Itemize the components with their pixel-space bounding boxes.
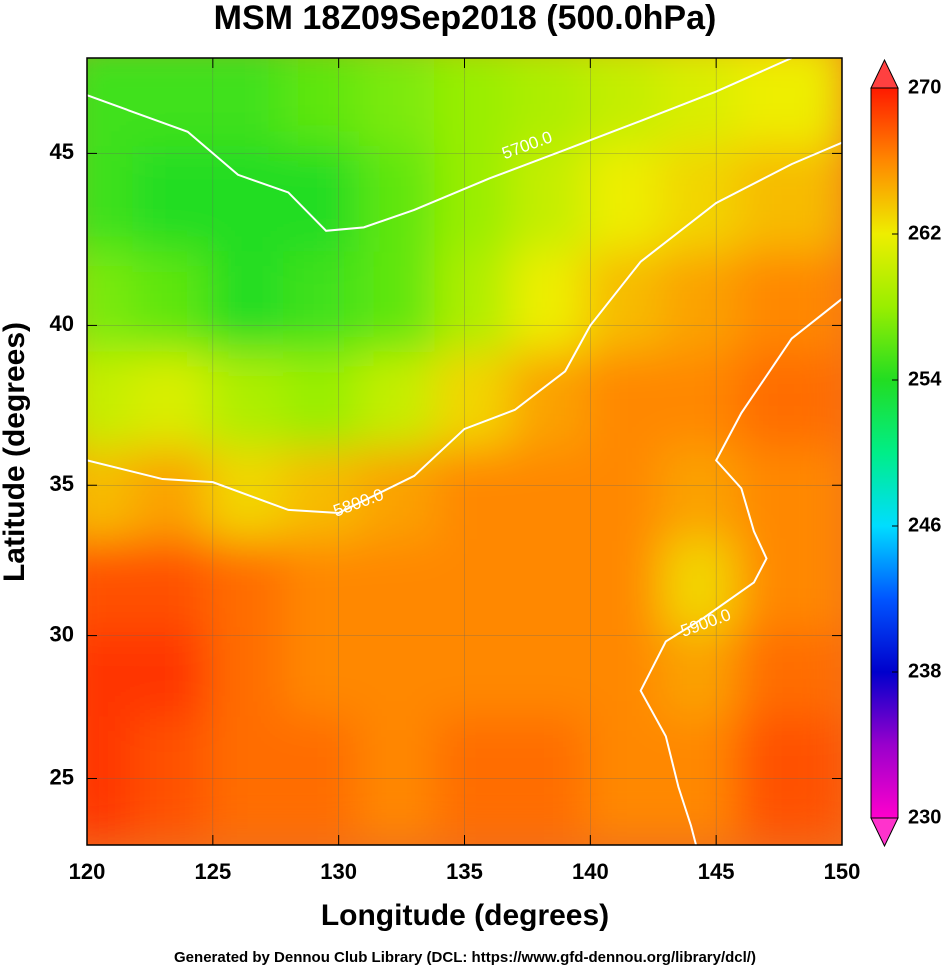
x-tick-label: 140 (572, 859, 609, 884)
x-tick-label: 150 (824, 859, 861, 884)
colorbar-tick-label: 230 (908, 806, 941, 828)
colorbar (870, 87, 899, 819)
y-tick-label: 40 (50, 311, 74, 336)
colorbar-tick-label: 238 (908, 660, 941, 682)
x-axis-label: Longitude (degrees) (321, 899, 609, 932)
y-axis-label: Latitude (degrees) (0, 322, 31, 582)
y-tick-label: 30 (50, 621, 74, 646)
y-tick-label: 45 (50, 139, 74, 164)
colorbar-tick-label: 262 (908, 222, 941, 244)
colorbar-tick-label: 270 (908, 76, 941, 98)
y-tick-label: 25 (50, 764, 74, 789)
x-tick-label: 125 (194, 859, 231, 884)
y-tick-label: 35 (50, 471, 74, 496)
field-cell (736, 716, 842, 840)
chart-title: MSM 18Z09Sep2018 (500.0hPa) (214, 0, 717, 37)
colorbar-tick-label: 254 (908, 368, 942, 390)
x-tick-label: 145 (698, 859, 735, 884)
contour-line (639, 298, 842, 845)
colorbar-extend-top (870, 58, 899, 89)
colorbar-extend-bottom (870, 817, 899, 848)
contour-line (87, 141, 842, 514)
axes: 120 125 130 135 140 145 150 25 30 35 40 45 230 238 246… (50, 58, 942, 884)
x-tick-label: 135 (446, 859, 483, 884)
colorbar-tick-label: 246 (908, 514, 941, 536)
x-tick-label: 120 (69, 859, 106, 884)
footer: Generated by Dennou Club Library (DCL: h… (174, 949, 756, 966)
contour-line (87, 58, 793, 232)
x-tick-label: 130 (320, 859, 357, 884)
